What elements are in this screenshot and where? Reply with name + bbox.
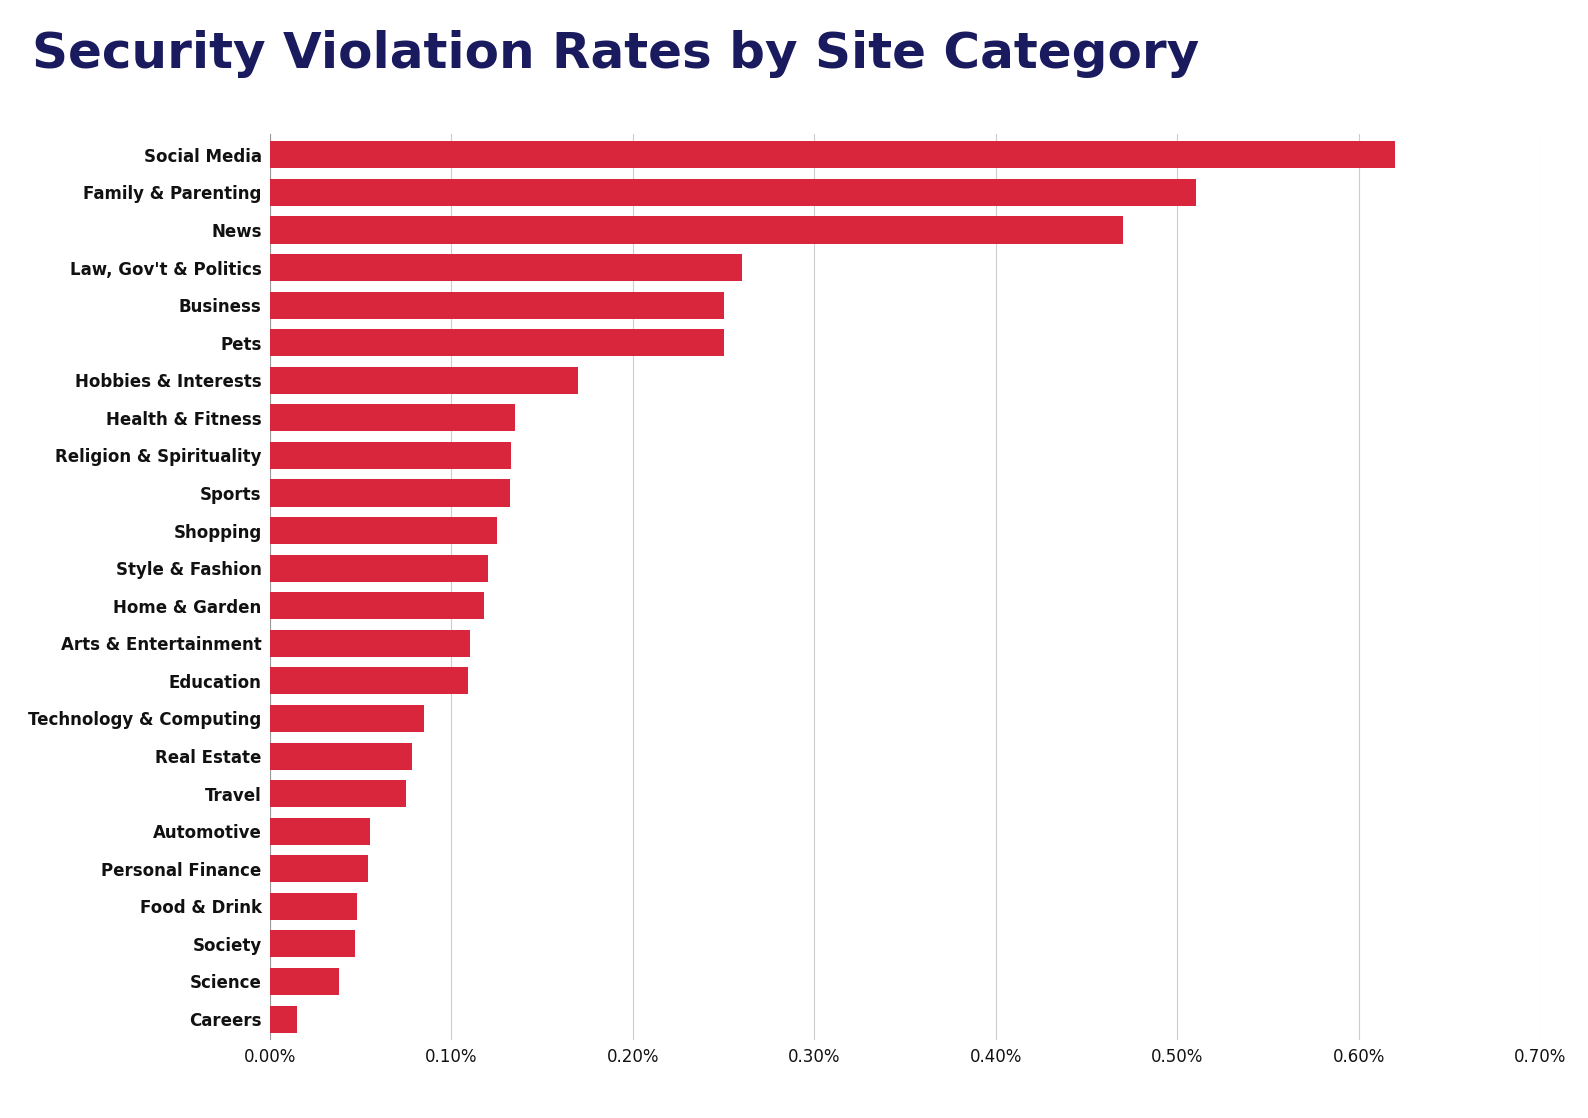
Bar: [270, 217, 1123, 244]
Bar: [270, 893, 357, 920]
Bar: [270, 367, 578, 394]
Bar: [270, 292, 724, 319]
Bar: [270, 555, 488, 581]
Bar: [270, 405, 515, 432]
Bar: [270, 817, 370, 845]
Text: Security Violation Rates by Site Category: Security Violation Rates by Site Categor…: [32, 30, 1199, 78]
Bar: [270, 593, 484, 619]
Bar: [270, 517, 497, 544]
Bar: [270, 855, 368, 882]
Bar: [270, 705, 424, 732]
Bar: [270, 1005, 297, 1033]
Bar: [270, 141, 1396, 169]
Bar: [270, 442, 511, 468]
Bar: [270, 480, 510, 506]
Bar: [270, 629, 470, 657]
Bar: [270, 329, 724, 357]
Bar: [270, 930, 356, 957]
Bar: [270, 742, 411, 769]
Bar: [270, 667, 468, 694]
Bar: [270, 968, 338, 995]
Bar: [270, 254, 742, 281]
Bar: [270, 780, 407, 807]
Bar: [270, 179, 1196, 206]
